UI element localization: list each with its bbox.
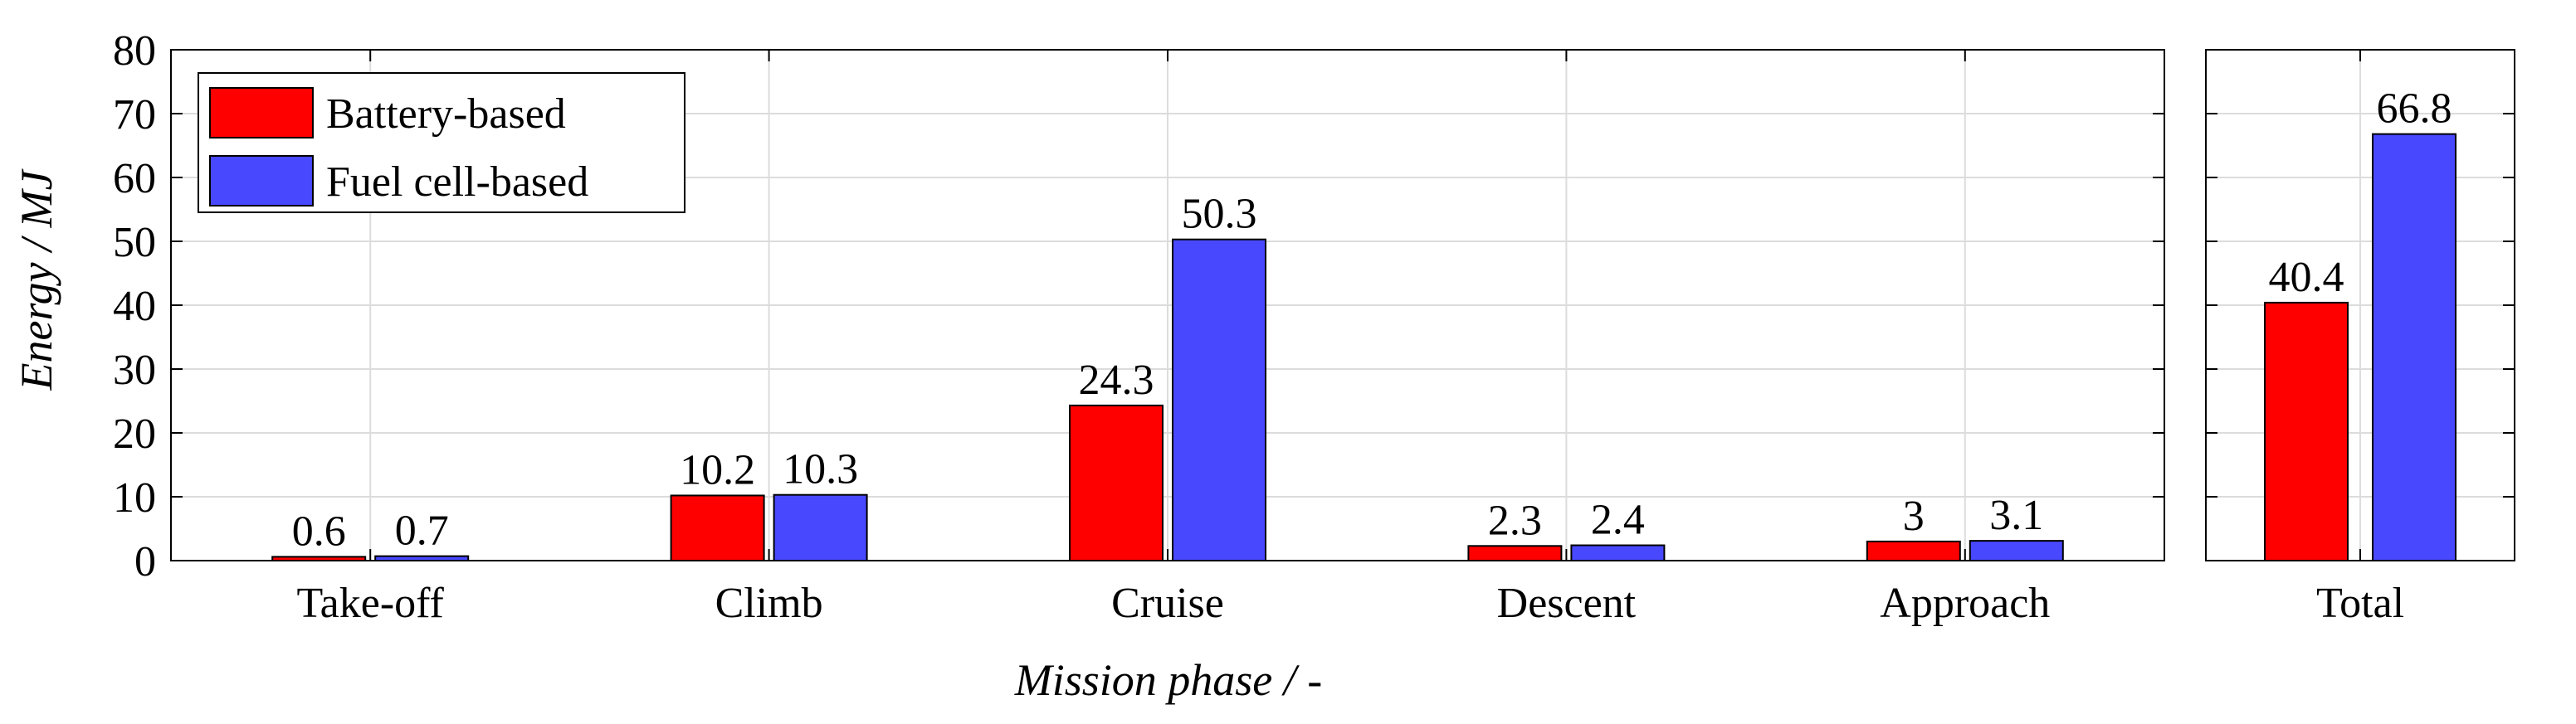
y-tick-label: 30 xyxy=(113,347,156,394)
y-tick-label: 10 xyxy=(113,474,156,522)
bar-layer xyxy=(271,133,2456,562)
bar-battery-based xyxy=(670,494,765,562)
label-layer: 0 10 20 30 40 50 60 70 80 Take-off Climb Cruise Desc… xyxy=(113,27,2452,627)
data-label: 10.2 xyxy=(680,446,755,493)
y-tick-label: 0 xyxy=(134,538,156,586)
x-tick-label: Take-off xyxy=(297,580,445,627)
y-tick-label: 50 xyxy=(113,219,156,266)
data-label: 3.1 xyxy=(1989,492,2043,539)
x-tick-label: Descent xyxy=(1497,580,1637,627)
legend-swatch-battery xyxy=(209,87,314,138)
bar-battery-based xyxy=(1467,545,1563,561)
data-label: 66.8 xyxy=(2377,85,2452,133)
x-tick-label: Total xyxy=(2316,580,2404,627)
bar-fuel-cell-based xyxy=(773,493,868,561)
bar-fuel-cell-based xyxy=(1969,540,2064,562)
axes-box xyxy=(170,49,2165,561)
y-tick-label: 20 xyxy=(113,411,156,458)
data-label: 0.6 xyxy=(292,508,346,555)
data-label: 3 xyxy=(1903,493,1925,540)
x-tick-label: Approach xyxy=(1880,580,2050,627)
y-tick-label: 40 xyxy=(113,283,156,330)
frame-layer xyxy=(170,49,2515,561)
data-label: 50.3 xyxy=(1182,191,1257,238)
bar-fuel-cell-based xyxy=(1570,544,1666,562)
y-tick-label: 80 xyxy=(113,27,156,75)
legend-label-fuel-cell: Fuel cell-based xyxy=(326,158,588,206)
data-label: 2.3 xyxy=(1488,497,1542,544)
bar-fuel-cell-based xyxy=(2372,133,2456,561)
bar-battery-based xyxy=(2264,301,2349,561)
data-label: 24.3 xyxy=(1079,357,1154,404)
data-label: 40.4 xyxy=(2269,254,2344,301)
x-axis-title: Mission phase / - xyxy=(1014,655,1323,705)
bar-battery-based xyxy=(1866,540,1961,562)
legend: Battery-based Fuel cell-based xyxy=(198,72,685,213)
bar-battery-based xyxy=(1069,404,1164,562)
axes-box xyxy=(2205,49,2515,561)
data-label: 10.3 xyxy=(783,446,858,493)
x-tick-label: Climb xyxy=(715,580,823,627)
legend-label-battery: Battery-based xyxy=(326,90,566,138)
data-label: 0.7 xyxy=(395,508,449,555)
data-label: 2.4 xyxy=(1591,497,1645,544)
y-axis-title: Energy / MJ xyxy=(12,168,61,391)
legend-swatch-fuel-cell xyxy=(209,155,314,207)
x-tick-label: Cruise xyxy=(1111,580,1224,627)
y-tick-label: 60 xyxy=(113,155,156,202)
y-tick-label: 70 xyxy=(113,91,156,138)
bar-fuel-cell-based xyxy=(1172,238,1266,561)
